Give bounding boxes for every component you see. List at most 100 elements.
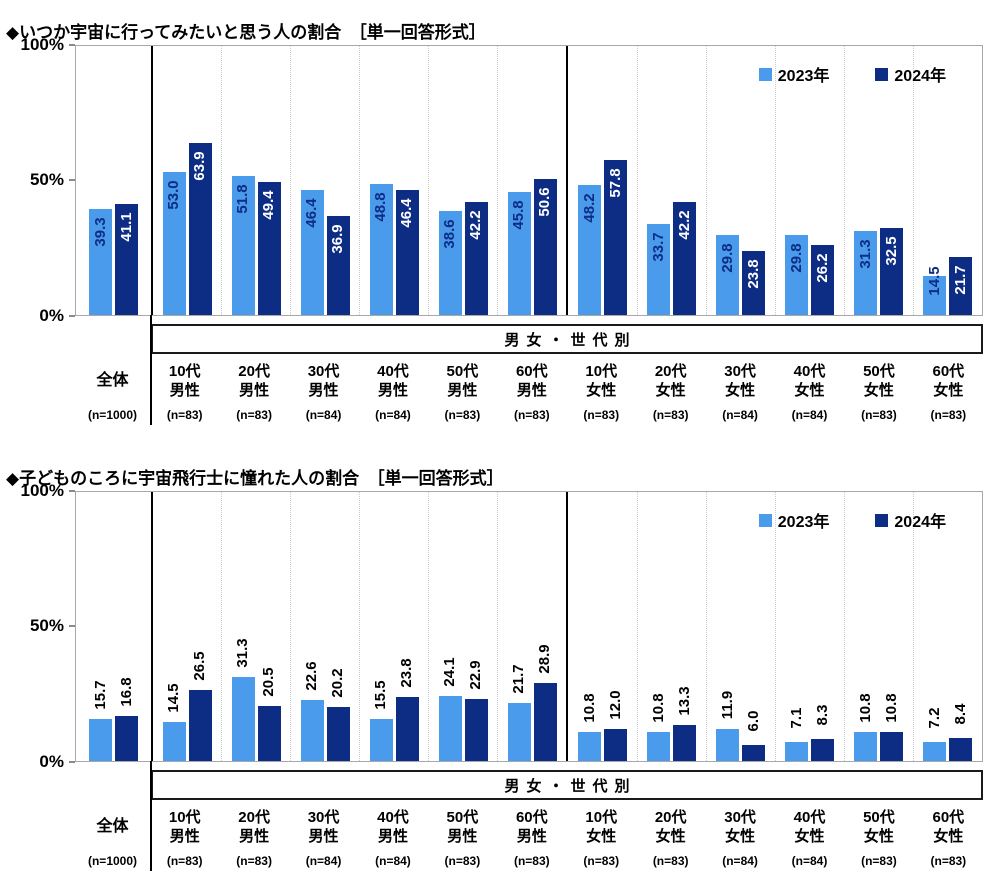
- bar-value-label: 14.5: [165, 683, 183, 713]
- bar: 15.5: [369, 681, 393, 761]
- bar-pair: 7.1 8.3: [776, 492, 844, 761]
- category-label: 20代 男性 (n=83): [219, 808, 288, 868]
- bar-value-label: 6.0: [744, 710, 762, 732]
- y-axis-tick: [69, 490, 75, 492]
- category-line1: 60代: [932, 809, 965, 826]
- category-n-count: (n=83): [583, 408, 620, 422]
- bar: 21.7: [507, 664, 531, 761]
- bar: 10.8: [578, 693, 601, 761]
- category-line1: 40代: [377, 363, 409, 380]
- bar-value-label: 48.2: [580, 193, 598, 223]
- bar-group: 48.2 57.8: [566, 46, 636, 315]
- category-label: 全体 (n=1000): [75, 808, 150, 868]
- category-line1: 全体: [96, 818, 129, 835]
- bar-value-label: 7.2: [925, 707, 943, 729]
- legend-item: 2024年: [875, 508, 946, 532]
- category-line2: 男性: [308, 828, 339, 845]
- bar-value-label: 16.8: [117, 677, 135, 707]
- category-label: 30代 男性 (n=84): [289, 808, 358, 868]
- bar-value-label: 21.7: [951, 265, 969, 295]
- category-line2: 女性: [586, 382, 617, 399]
- bar: 45.8: [507, 191, 531, 315]
- category-line1: 50代: [863, 363, 895, 380]
- bar-group: 15.7 16.8: [76, 492, 151, 761]
- bar-group: 7.1 8.3: [774, 492, 844, 761]
- bar: 48.2: [578, 185, 601, 315]
- bar-value-label: 45.8: [510, 200, 528, 230]
- bar-group: 21.7 28.9: [497, 492, 566, 761]
- bar-pair: 14.5 26.5: [153, 492, 221, 761]
- bar-value-label: 31.3: [234, 638, 252, 668]
- category-label: 40代 男性 (n=84): [358, 362, 427, 422]
- bar-group: 46.4 36.9: [290, 46, 359, 315]
- bar: 29.8: [785, 234, 809, 315]
- category-line2: 男性: [377, 828, 408, 845]
- y-axis-tick-label: 50%: [29, 616, 64, 635]
- bar-value-label: 29.8: [718, 243, 736, 273]
- category-n-count: (n=83): [444, 408, 481, 422]
- bar: 13.3: [673, 687, 697, 761]
- category-line2: 女性: [655, 382, 686, 399]
- category-label: 60代 女性 (n=83): [914, 362, 983, 422]
- bar-group: 51.8 49.4: [221, 46, 290, 315]
- category-label: 30代 男性 (n=84): [289, 362, 358, 422]
- category-line2: 女性: [794, 382, 825, 399]
- category-line2: 男性: [516, 828, 547, 845]
- bar-pair: 10.8 13.3: [638, 492, 706, 761]
- category-line1: 60代: [515, 363, 548, 380]
- legend-swatch-icon: [758, 67, 772, 81]
- bar-group: 31.3 32.5: [843, 46, 913, 315]
- category-line2: 男性: [169, 382, 200, 399]
- category-line2: 女性: [794, 828, 825, 845]
- category-n-count: (n=83): [861, 854, 897, 868]
- bar-value-label: 11.9: [718, 690, 736, 720]
- category-label: 40代 女性 (n=84): [775, 808, 844, 868]
- legend-swatch-icon: [758, 513, 772, 527]
- bar: 11.9: [716, 691, 740, 761]
- bar-value-label: 48.8: [372, 192, 390, 222]
- category-n-count: (n=84): [722, 854, 758, 868]
- category-n-count: (n=84): [791, 854, 828, 868]
- category-line1: 30代: [307, 363, 340, 380]
- bar-pair: 21.7 28.9: [498, 492, 566, 761]
- bar: 46.4: [395, 190, 419, 315]
- chart-space-travel-desire: ◆いつか宇宙に行ってみたいと思う人の割合 ［単一回答形式］ 2023年 2024年…: [0, 0, 1000, 444]
- bar-group: 39.3 41.1: [76, 46, 151, 315]
- category-label: 50代 女性 (n=83): [844, 362, 913, 422]
- category-line2: 女性: [863, 828, 894, 845]
- bar-pair: 53.0 63.9: [153, 46, 221, 315]
- category-label: 全体 (n=1000): [75, 362, 150, 422]
- category-n-count: (n=1000): [87, 854, 138, 868]
- legend-item: 2023年: [758, 62, 829, 86]
- category-line1: 10代: [585, 363, 618, 380]
- bar: 28.9: [533, 645, 557, 761]
- bar-value-label: 38.6: [441, 219, 459, 249]
- category-line2: 女性: [725, 382, 756, 399]
- bar-value-label: 63.9: [191, 151, 209, 181]
- bar: 38.6: [438, 211, 462, 315]
- y-axis-tick: [69, 761, 75, 763]
- bar-value-label: 42.2: [675, 209, 693, 240]
- bar: 57.8: [604, 159, 627, 315]
- group-band: 男女・世代別: [151, 324, 983, 354]
- y-axis-tick: [69, 315, 75, 317]
- category-label: 10代 女性 (n=83): [567, 808, 636, 868]
- bar-pair: 38.6 42.2: [429, 46, 497, 315]
- category-line1: 20代: [654, 363, 687, 380]
- bar-value-label: 23.8: [744, 259, 762, 289]
- bar-value-label: 46.4: [398, 198, 416, 228]
- category-line2: 男性: [239, 828, 270, 845]
- bar-pair: 11.9 6.0: [707, 492, 775, 761]
- bar: 8.4: [949, 704, 973, 761]
- bar-pair: 33.7 42.2: [638, 46, 706, 315]
- bar-value-label: 21.7: [510, 664, 528, 694]
- bar: 10.8: [880, 693, 904, 761]
- bar-value-label: 32.5: [882, 236, 900, 266]
- bar-group: 45.8 50.6: [497, 46, 566, 315]
- category-n-count: (n=84): [375, 854, 411, 868]
- category-line2: 男性: [377, 382, 408, 399]
- bar: 14.5: [162, 683, 186, 761]
- bar-group: 14.5 21.7: [912, 46, 982, 315]
- category-n-count: (n=83): [166, 408, 203, 422]
- bar-pair: 46.4 36.9: [291, 46, 359, 315]
